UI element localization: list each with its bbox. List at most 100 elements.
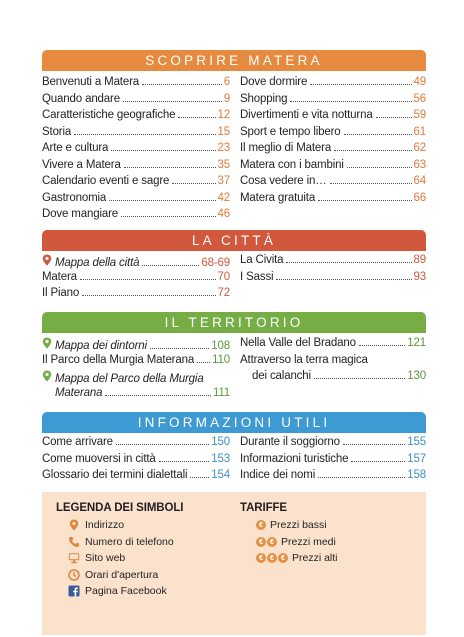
toc-entry[interactable]: Durante il soggiorno 155 bbox=[240, 436, 426, 453]
map-pin-icon bbox=[68, 519, 80, 531]
toc-entry[interactable]: Cosa vedere in… 64 bbox=[240, 175, 426, 192]
toc-entry-page: 12 bbox=[217, 109, 231, 121]
toc-entry[interactable]: Mappa del Parco della Murgia bbox=[42, 370, 230, 387]
dot-leader bbox=[375, 117, 412, 118]
toc-entry[interactable]: Calendario eventi e sagre 37 bbox=[42, 175, 230, 192]
dot-leader bbox=[178, 117, 216, 118]
toc-entry[interactable]: Attraverso la terra magica bbox=[240, 354, 426, 371]
toc-entry-label: Durante il soggiorno bbox=[240, 436, 340, 448]
tariffe-item: € Prezzi bassi bbox=[256, 517, 327, 533]
toc-entry-label: Benvenuti a Matera bbox=[42, 76, 140, 88]
dot-leader bbox=[276, 278, 412, 280]
toc-entry[interactable]: Informazioni turistiche 157 bbox=[240, 453, 426, 470]
toc-entry[interactable]: dei calanchi 130 bbox=[240, 370, 426, 387]
dot-leader bbox=[190, 477, 210, 478]
toc-entry-label: Il Piano bbox=[42, 287, 80, 299]
euro-coin-icon: € bbox=[256, 520, 266, 530]
toc-entry-label: Glossario dei termini dialettali bbox=[42, 469, 188, 481]
toc-column-right: Durante il soggiorno 155 Informazioni turi… bbox=[240, 436, 426, 486]
toc-entry[interactable]: I Sassi 93 bbox=[240, 271, 426, 288]
toc-entry[interactable]: Come arrivare 150 bbox=[42, 436, 230, 453]
dot-leader bbox=[197, 361, 211, 363]
toc-entry-page: 150 bbox=[211, 436, 230, 448]
toc-entry[interactable]: Quando andare 9 bbox=[42, 93, 230, 110]
toc-entry[interactable]: Vivere a Matera 35 bbox=[42, 159, 230, 176]
toc-entry[interactable]: Il meglio di Matera 62 bbox=[240, 142, 426, 159]
toc-entry[interactable]: Indice dei nomi 158 bbox=[240, 469, 426, 486]
dot-leader bbox=[149, 348, 210, 349]
toc-entry-label: Matera gratuita bbox=[240, 191, 316, 204]
toc-entry[interactable]: Il Piano 72 bbox=[42, 287, 230, 304]
toc-entry-label: Sport e tempo libero bbox=[240, 125, 341, 138]
toc-entry-page: 63 bbox=[413, 158, 427, 171]
toc-column-right: Nella Valle del Bradano 121 Attraverso la … bbox=[240, 337, 426, 387]
toc-entry-page: 9 bbox=[223, 92, 230, 105]
dot-leader bbox=[318, 199, 412, 201]
toc-entry-label: Mappa dei dintorni bbox=[55, 340, 147, 352]
section-banner: SCOPRIRE MATERA bbox=[42, 50, 426, 71]
legend-item-label: Numero di telefono bbox=[85, 535, 174, 548]
toc-entry-label: Dove mangiare bbox=[42, 208, 119, 220]
toc-column-right: La Civita 89 I Sassi 93 bbox=[240, 254, 426, 287]
toc-column-left: Come arrivare 150 Come muoversi in città 15… bbox=[42, 436, 230, 486]
dot-leader bbox=[342, 444, 406, 445]
toc-entry[interactable]: Caratteristiche geografiche 12 bbox=[42, 109, 230, 126]
toc-entry-label: Shopping bbox=[240, 92, 288, 105]
legend-item-label: Pagina Facebook bbox=[85, 585, 167, 598]
toc-entry[interactable]: Arte e cultura 23 bbox=[42, 142, 230, 159]
legend-title: LEGENDA DEI SIMBOLI bbox=[56, 502, 184, 514]
toc-entry[interactable]: Sport e tempo libero 61 bbox=[240, 126, 426, 143]
toc-entry[interactable]: Shopping 56 bbox=[240, 93, 426, 110]
toc-entry-page: 42 bbox=[217, 191, 231, 204]
dot-leader bbox=[74, 133, 216, 135]
euro-icon: € bbox=[256, 520, 267, 530]
toc-entry-page: 72 bbox=[217, 287, 231, 299]
toc-entry[interactable]: Mappa dei dintorni 108 bbox=[42, 337, 230, 354]
toc-entry[interactable]: Divertimenti e vita notturna 59 bbox=[240, 109, 426, 126]
toc-entry-label: Storia bbox=[42, 125, 72, 138]
toc-entry[interactable]: La Civita 89 bbox=[240, 254, 426, 271]
dot-leader bbox=[351, 460, 406, 462]
dot-leader bbox=[343, 133, 412, 135]
toc-entry-label: Divertimenti e vita notturna bbox=[240, 109, 373, 121]
toc-entry[interactable]: Dove mangiare 46 bbox=[42, 208, 230, 225]
toc-entry[interactable]: Il Parco della Murgia Materana 110 bbox=[42, 354, 230, 371]
toc-entry[interactable]: Benvenuti a Matera 6 bbox=[42, 76, 230, 93]
toc-entry-page: 155 bbox=[407, 436, 426, 448]
dot-leader bbox=[121, 216, 216, 217]
toc-entry-label: Matera con i bambini bbox=[240, 158, 344, 171]
toc-entry[interactable]: Come muoversi in città 153 bbox=[42, 453, 230, 470]
section-banner: LA CITTÀ bbox=[42, 230, 426, 251]
toc-entry-label: Arte e cultura bbox=[42, 142, 109, 154]
dot-leader bbox=[310, 84, 412, 85]
toc-entry[interactable]: Nella Valle del Bradano 121 bbox=[240, 337, 426, 354]
toc-entry[interactable]: Mappa della città 68-69 bbox=[42, 254, 230, 271]
toc-entry-page: 66 bbox=[413, 191, 427, 204]
toc-entry-label: Vivere a Matera bbox=[42, 158, 121, 171]
toc-entry[interactable]: Glossario dei termini dialettali 154 bbox=[42, 469, 230, 486]
toc-column-right: Dove dormire 49 Shopping 56 Divertimenti e v… bbox=[240, 76, 426, 208]
legend-item: Numero di telefono bbox=[68, 534, 174, 550]
toc-entry-label: Il Parco della Murgia Materana bbox=[42, 353, 195, 366]
toc-entry[interactable]: Storia 15 bbox=[42, 126, 230, 143]
toc-entry[interactable]: Matera gratuita 66 bbox=[240, 192, 426, 209]
toc-entry-page: 110 bbox=[212, 353, 230, 366]
toc-entry[interactable]: Dove dormire 49 bbox=[240, 76, 426, 93]
dot-leader bbox=[290, 100, 412, 102]
toc-entry-page: 68-69 bbox=[201, 257, 230, 269]
dot-leader bbox=[109, 199, 216, 201]
tariffe-title: TARIFFE bbox=[240, 502, 287, 514]
toc-entry-page: 37 bbox=[217, 175, 231, 187]
toc-entry-page: 154 bbox=[211, 469, 230, 481]
legend-item: Pagina Facebook bbox=[68, 583, 167, 599]
toc-entry[interactable]: Matera 70 bbox=[42, 271, 230, 288]
toc-entry[interactable]: Matera con i bambini 63 bbox=[240, 159, 426, 176]
dot-leader bbox=[329, 183, 412, 184]
toc-column-left: Mappa della città 68-69 Matera 70 Il Piano 72 bbox=[42, 254, 230, 304]
toc-entry[interactable]: Materana 111 bbox=[42, 387, 230, 404]
toc-entry[interactable]: Gastronomia 42 bbox=[42, 192, 230, 209]
toc-entry-page: 49 bbox=[413, 76, 427, 88]
tariffe-item-label: Prezzi alti bbox=[292, 552, 338, 565]
toc-entry-label: La Civita bbox=[240, 254, 284, 266]
legend-item-label: Sito web bbox=[85, 552, 126, 565]
